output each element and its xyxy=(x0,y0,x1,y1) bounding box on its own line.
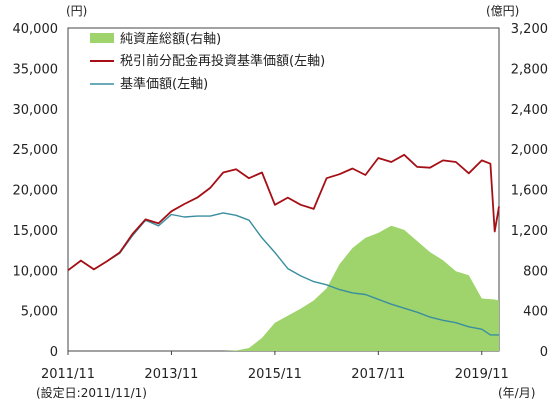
y-left-tick-label: 40,000 xyxy=(13,22,59,37)
legend-label-total-assets: 純資産総額(右軸) xyxy=(120,31,221,47)
y-left-tick-label: 15,000 xyxy=(13,224,59,239)
y-left-tick-labels: 0 5,000 10,000 15,000 20,000 25,000 30,000 35,0… xyxy=(13,22,59,360)
y-left-tick-label: 35,000 xyxy=(13,62,59,77)
y-right-tick-label: 2,400 xyxy=(511,103,548,118)
y-right-tick-label: 800 xyxy=(523,264,548,279)
y-right-tick-label: 400 xyxy=(523,305,548,320)
legend-label-reinvested: 税引前分配金再投資基準価額(左軸) xyxy=(120,53,325,69)
total-assets-area xyxy=(68,225,499,351)
line-series-layer xyxy=(67,153,500,336)
y-right-unit: (億円) xyxy=(486,4,519,18)
y-left-tick-label: 25,000 xyxy=(13,143,59,158)
x-tick-label: 2019/11 xyxy=(455,367,509,382)
y-left-tick-label: 5,000 xyxy=(21,305,58,320)
y-right-tick-label: 2,000 xyxy=(511,143,548,158)
legend-swatch-total-assets xyxy=(90,33,114,43)
x-tick-labels: 2011/11 2013/11 2015/11 2017/11 2019/11 xyxy=(41,351,509,382)
x-tick-label: 2017/11 xyxy=(351,367,405,382)
y-left-tick-label: 30,000 xyxy=(13,103,59,118)
legend: 純資産総額(右軸) 税引前分配金再投資基準価額(左軸) 基準価額(左軸) xyxy=(90,31,325,92)
legend-label-base-price: 基準価額(左軸) xyxy=(120,76,208,92)
y-right-tick-labels: 0 400 800 1,200 1,600 2,000 2,400 2,800 3,200 xyxy=(511,22,548,360)
x-tick-label: 2011/11 xyxy=(41,367,95,382)
x-tick-label: 2013/11 xyxy=(144,367,198,382)
y-left-tick-label: 10,000 xyxy=(13,264,59,279)
y-right-tick-label: 0 xyxy=(540,345,548,360)
y-left-unit: (円) xyxy=(66,4,87,18)
y-right-tick-label: 1,600 xyxy=(511,184,548,199)
y-right-tick-label: 1,200 xyxy=(511,224,548,239)
x-unit: (年/月) xyxy=(498,386,535,400)
y-right-tick-label: 3,200 xyxy=(511,22,548,37)
y-left-tick-label: 20,000 xyxy=(13,184,59,199)
x-tick-label: 2015/11 xyxy=(248,367,302,382)
reinvested-price-line xyxy=(67,153,500,272)
setup-date-note: (設定日:2011/11/1) xyxy=(36,385,147,400)
total-assets-area-layer xyxy=(68,225,499,351)
y-left-tick-label: 0 xyxy=(50,345,58,360)
y-right-tick-label: 2,800 xyxy=(511,62,548,77)
